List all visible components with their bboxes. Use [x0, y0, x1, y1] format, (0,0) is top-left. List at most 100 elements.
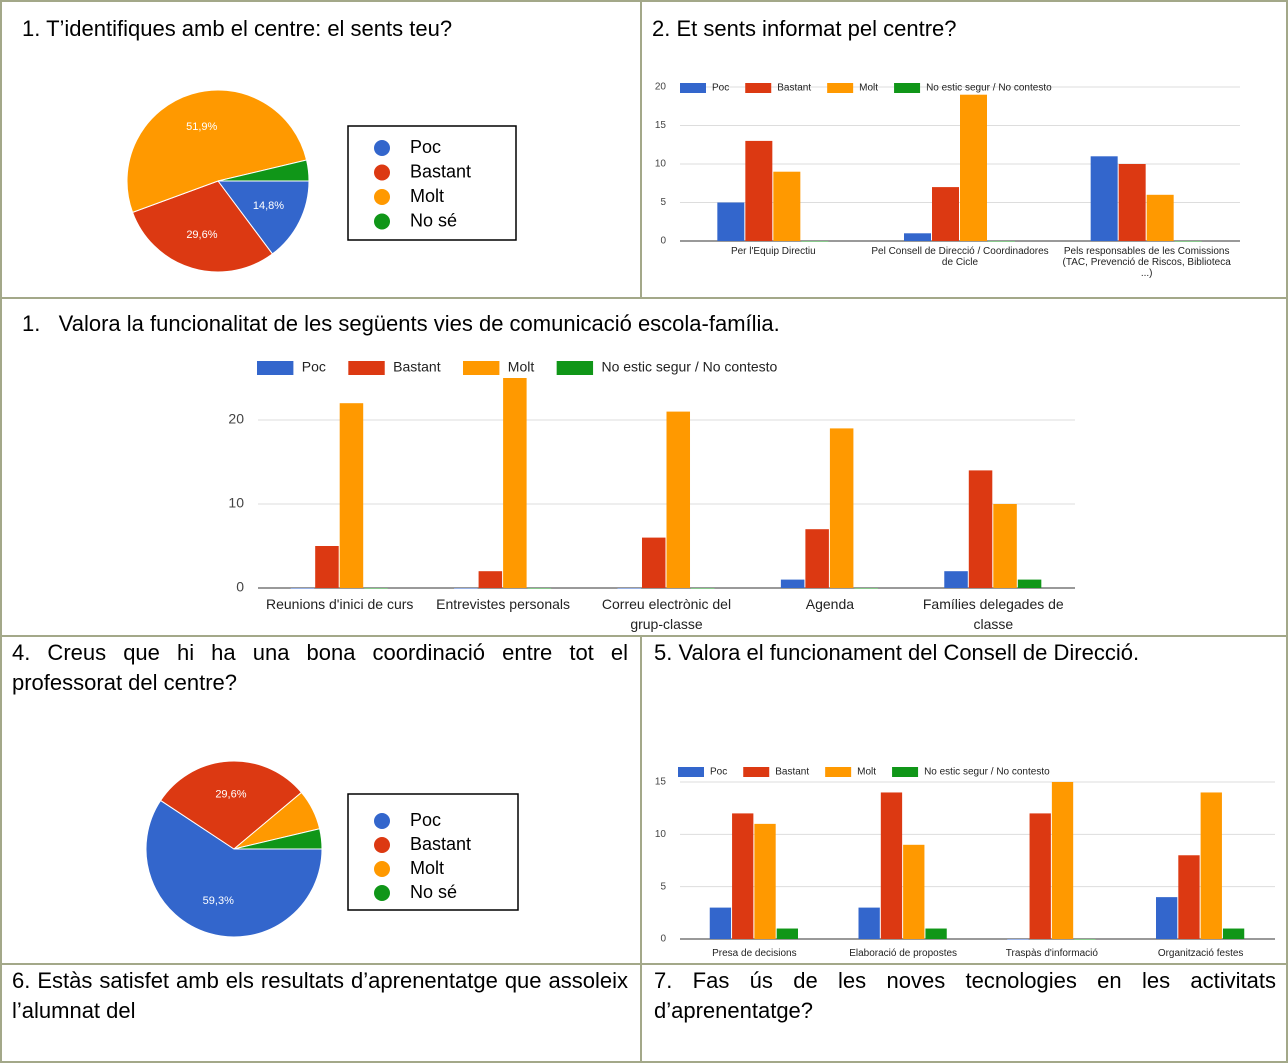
- x-tick-label: Per l'Equip Directiu: [731, 246, 816, 257]
- bar: [1007, 939, 1029, 940]
- bar: [904, 233, 931, 241]
- bar: [773, 171, 801, 241]
- y-tick-label: 15: [655, 777, 667, 788]
- legend-swatch: [680, 83, 706, 93]
- bar: [732, 813, 754, 939]
- question-title: 4. Creus que hi ha una bona coordinació …: [12, 640, 628, 695]
- bar: [776, 928, 798, 939]
- bar: [1146, 194, 1174, 241]
- legend-swatch: [556, 361, 594, 375]
- x-tick-label: Entrevistes personals: [436, 596, 570, 612]
- bar: [944, 571, 968, 588]
- bar: [854, 588, 878, 589]
- legend-swatch: [463, 361, 500, 375]
- legend-label: Bastant: [777, 83, 811, 94]
- bar: [1051, 782, 1074, 939]
- legend-label: Molt: [857, 767, 876, 778]
- x-tick-label: Elaboració de propostes: [849, 948, 957, 959]
- legend-swatch: [374, 213, 390, 230]
- legend-swatch: [827, 83, 854, 93]
- bar: [1156, 897, 1178, 939]
- bar: [315, 546, 339, 588]
- legend-swatch: [374, 140, 390, 156]
- legend-swatch: [348, 361, 385, 375]
- bar: [617, 588, 641, 589]
- bar: [925, 928, 947, 939]
- x-tick-label: Organització festes: [1158, 948, 1244, 959]
- legend-swatch: [374, 837, 390, 853]
- legend-swatch: [374, 164, 390, 181]
- legend-label: Poc: [712, 83, 729, 94]
- slice-label: 14,8%: [253, 200, 284, 212]
- bar: [454, 588, 478, 589]
- y-tick-label: 10: [655, 829, 667, 840]
- bar: [858, 907, 880, 939]
- y-tick-label: 0: [660, 236, 666, 247]
- legend-label: Molt: [410, 186, 444, 206]
- bar: [1222, 928, 1245, 939]
- pie-slice: [145, 799, 323, 938]
- bar: [993, 504, 1017, 588]
- y-tick-label: 0: [236, 579, 244, 595]
- x-tick-label: Correu electrònic del grup-classe: [602, 596, 731, 632]
- legend-label: Molt: [410, 858, 444, 878]
- legend-label: Bastant: [393, 359, 441, 375]
- legend-label: Bastant: [410, 161, 471, 181]
- legend-swatch: [374, 189, 390, 205]
- legend-swatch: [678, 767, 704, 777]
- bar: [801, 241, 829, 242]
- question-title: 6. Estàs satisfet amb els resultats d’ap…: [12, 968, 628, 1023]
- legend-swatch: [374, 861, 390, 877]
- y-tick-label: 10: [228, 495, 244, 511]
- bar: [754, 823, 776, 939]
- bar: [364, 588, 388, 589]
- y-tick-label: 20: [655, 82, 667, 93]
- x-tick-label: Pels responsables de les Comissions (TAC,…: [1063, 246, 1232, 279]
- legend-swatch: [892, 767, 919, 777]
- bar: [1200, 792, 1222, 939]
- legend-label: No estic segur / No contesto: [926, 83, 1052, 94]
- legend-label: Molt: [859, 83, 878, 94]
- legend-swatch: [743, 767, 770, 777]
- bar: [1178, 855, 1200, 939]
- bar: [691, 588, 715, 589]
- legend-swatch: [894, 83, 921, 93]
- pie-slice: [159, 760, 303, 850]
- x-tick-label: Pel Consell de Direcció / Coordinadores d…: [871, 246, 1048, 268]
- question-title: 5. Valora el funcionament del Consell de…: [654, 640, 1140, 665]
- legend-label: No sé: [410, 210, 457, 230]
- x-tick-label: Presa de decisions: [712, 948, 797, 959]
- legend-label: Poc: [710, 767, 727, 778]
- legend-swatch: [374, 813, 390, 829]
- slice-label: 51,9%: [186, 121, 217, 133]
- question-title: 7. Fas ús de les noves tecnologies en le…: [654, 968, 1276, 1023]
- charts: 14,8% 29,6% 51,9% Poc Bastant Molt No sé 0 5 10 15…: [126, 82, 1275, 959]
- bar: [527, 588, 552, 589]
- bar: [780, 579, 805, 588]
- legend-label: Poc: [302, 359, 326, 375]
- bar: [290, 588, 315, 589]
- legend-swatch: [257, 361, 294, 375]
- bar: [1074, 939, 1096, 940]
- bar: [717, 202, 745, 241]
- x-tick-label: Reunions d'inici de curs: [266, 596, 413, 612]
- slice-label: 29,6%: [215, 788, 246, 800]
- bar: [339, 403, 364, 588]
- bar: [478, 571, 503, 588]
- bar: [880, 792, 903, 939]
- question-title: 1. Valora la funcionalitat de les següen…: [22, 311, 780, 336]
- x-tick-label: Famílies delegades de classe: [923, 596, 1064, 632]
- slice-label: 29,6%: [186, 229, 217, 241]
- bar: [503, 378, 527, 588]
- x-tick-label: Traspàs d'informació: [1006, 948, 1099, 959]
- bar: [709, 907, 732, 939]
- legend-label: No sé: [410, 882, 457, 902]
- bar: [666, 411, 691, 588]
- bar: [1029, 813, 1051, 939]
- legend-swatch: [825, 767, 852, 777]
- bar: [1090, 156, 1118, 241]
- bar: [932, 187, 959, 241]
- legend-label: No estic segur / No contesto: [601, 359, 777, 375]
- question-title: 1. T’identifiques amb el centre: el sent…: [22, 16, 453, 41]
